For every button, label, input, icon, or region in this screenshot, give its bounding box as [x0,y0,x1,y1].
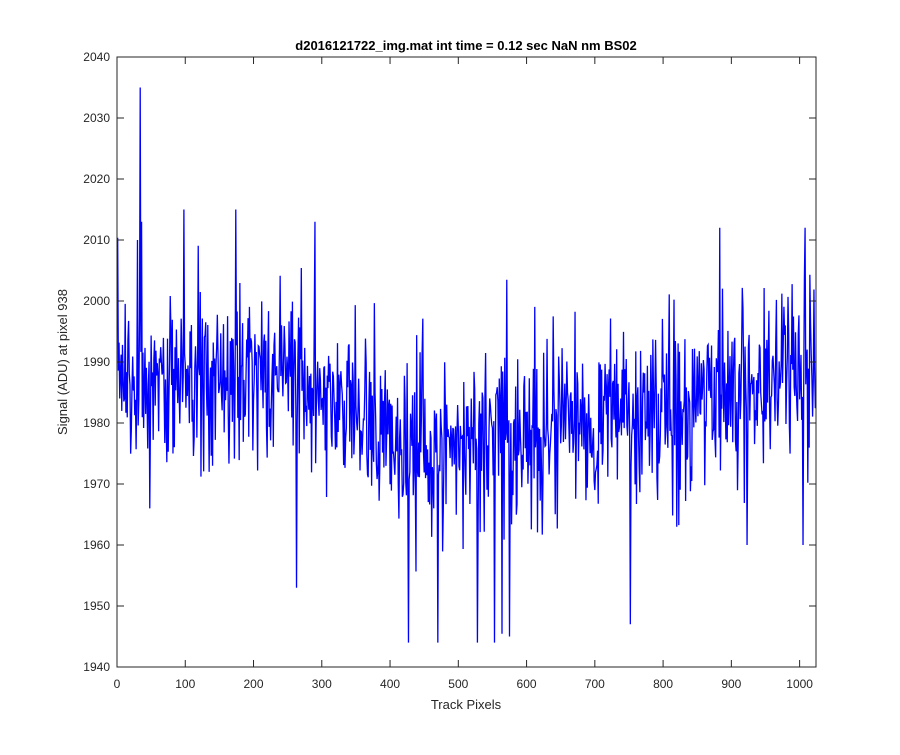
y-tick-label: 2010 [83,233,110,247]
x-tick-label: 200 [244,677,264,691]
y-axis-label: Signal (ADU) at pixel 938 [55,289,70,435]
series-layer [117,87,817,643]
chart-title: d2016121722_img.mat int time = 0.12 sec … [295,38,636,53]
x-axis-ticks: 0 100 200 300 400 500 600 700 800 900 1000 [114,57,813,691]
x-tick-label: 1000 [786,677,813,691]
y-tick-label: 1980 [83,416,110,430]
x-axis-label: Track Pixels [431,697,502,712]
y-tick-label: 2000 [83,294,110,308]
x-tick-label: 300 [312,677,332,691]
x-tick-label: 100 [175,677,195,691]
y-tick-label: 1950 [83,599,110,613]
y-tick-label: 2030 [83,111,110,125]
x-tick-label: 700 [585,677,605,691]
x-tick-label: 400 [380,677,400,691]
y-tick-label: 1960 [83,538,110,552]
x-tick-label: 900 [721,677,741,691]
series-line-signal [117,87,817,643]
x-tick-label: 0 [114,677,121,691]
y-tick-label: 2020 [83,172,110,186]
x-tick-label: 500 [448,677,468,691]
x-tick-label: 600 [517,677,537,691]
y-tick-label: 2040 [83,50,110,64]
y-tick-label: 1990 [83,355,110,369]
y-axis-ticks: 1940 1950 1960 1970 1980 1990 2000 2010 2020 2030… [83,50,816,674]
x-tick-label: 800 [653,677,673,691]
y-tick-label: 1940 [83,660,110,674]
y-tick-label: 1970 [83,477,110,491]
